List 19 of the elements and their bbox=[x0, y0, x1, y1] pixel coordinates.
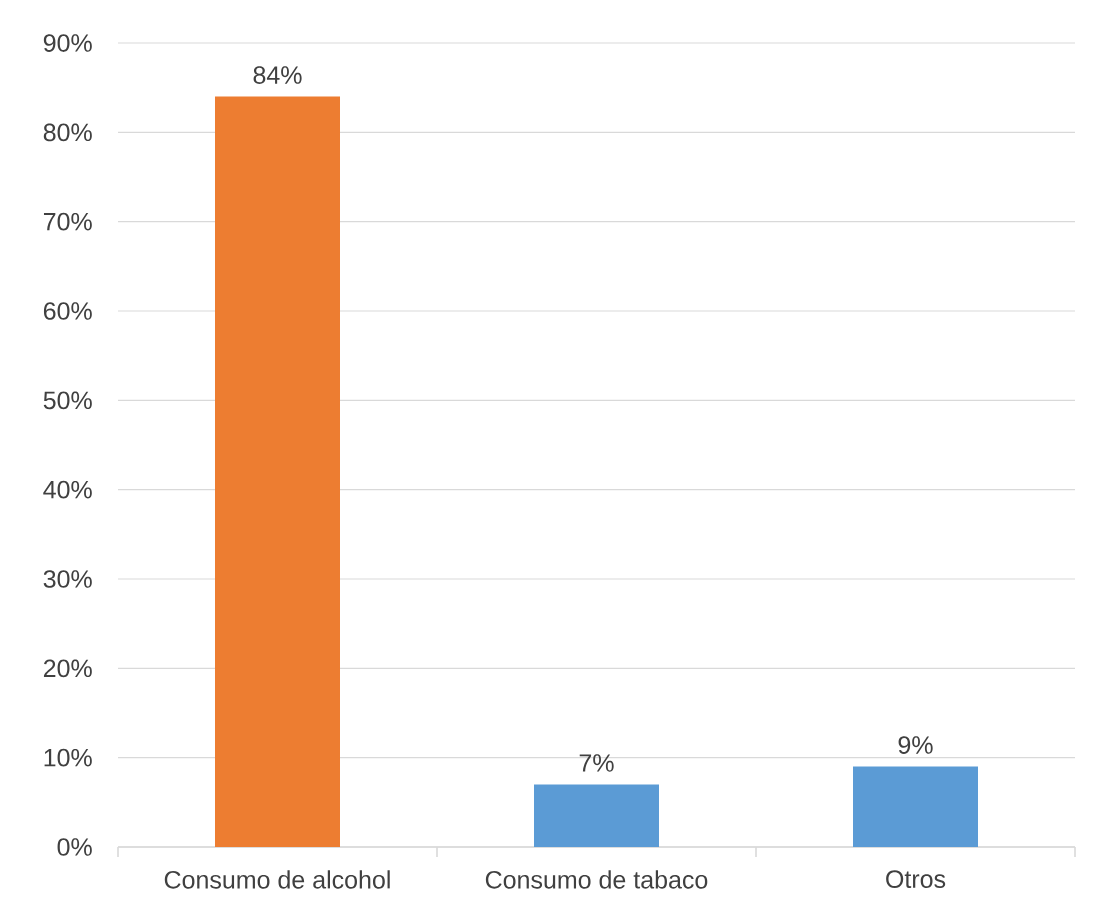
data-label: 7% bbox=[579, 754, 614, 772]
bar bbox=[215, 96, 340, 847]
y-tick-label: 40% bbox=[43, 480, 92, 499]
data-label: 9% bbox=[898, 736, 933, 754]
y-tick-label: 30% bbox=[43, 570, 92, 588]
x-tick-label: Consumo de tabaco bbox=[485, 870, 708, 889]
y-tick-label: 50% bbox=[43, 391, 92, 410]
x-tick-label: Otros bbox=[886, 870, 946, 888]
y-tick-label: 90% bbox=[43, 34, 92, 52]
y-tick-label: 20% bbox=[43, 659, 92, 678]
y-tick-label: 0% bbox=[57, 838, 92, 856]
x-tick-label: Consumo de alcohol bbox=[164, 870, 390, 889]
data-label: 84% bbox=[253, 66, 302, 84]
bar bbox=[534, 784, 659, 847]
y-tick-label: 10% bbox=[44, 748, 92, 767]
y-tick-label: 60% bbox=[43, 302, 92, 320]
y-tick-label: 80% bbox=[43, 123, 92, 142]
bar bbox=[853, 766, 978, 847]
y-tick-label: 70% bbox=[43, 212, 92, 231]
